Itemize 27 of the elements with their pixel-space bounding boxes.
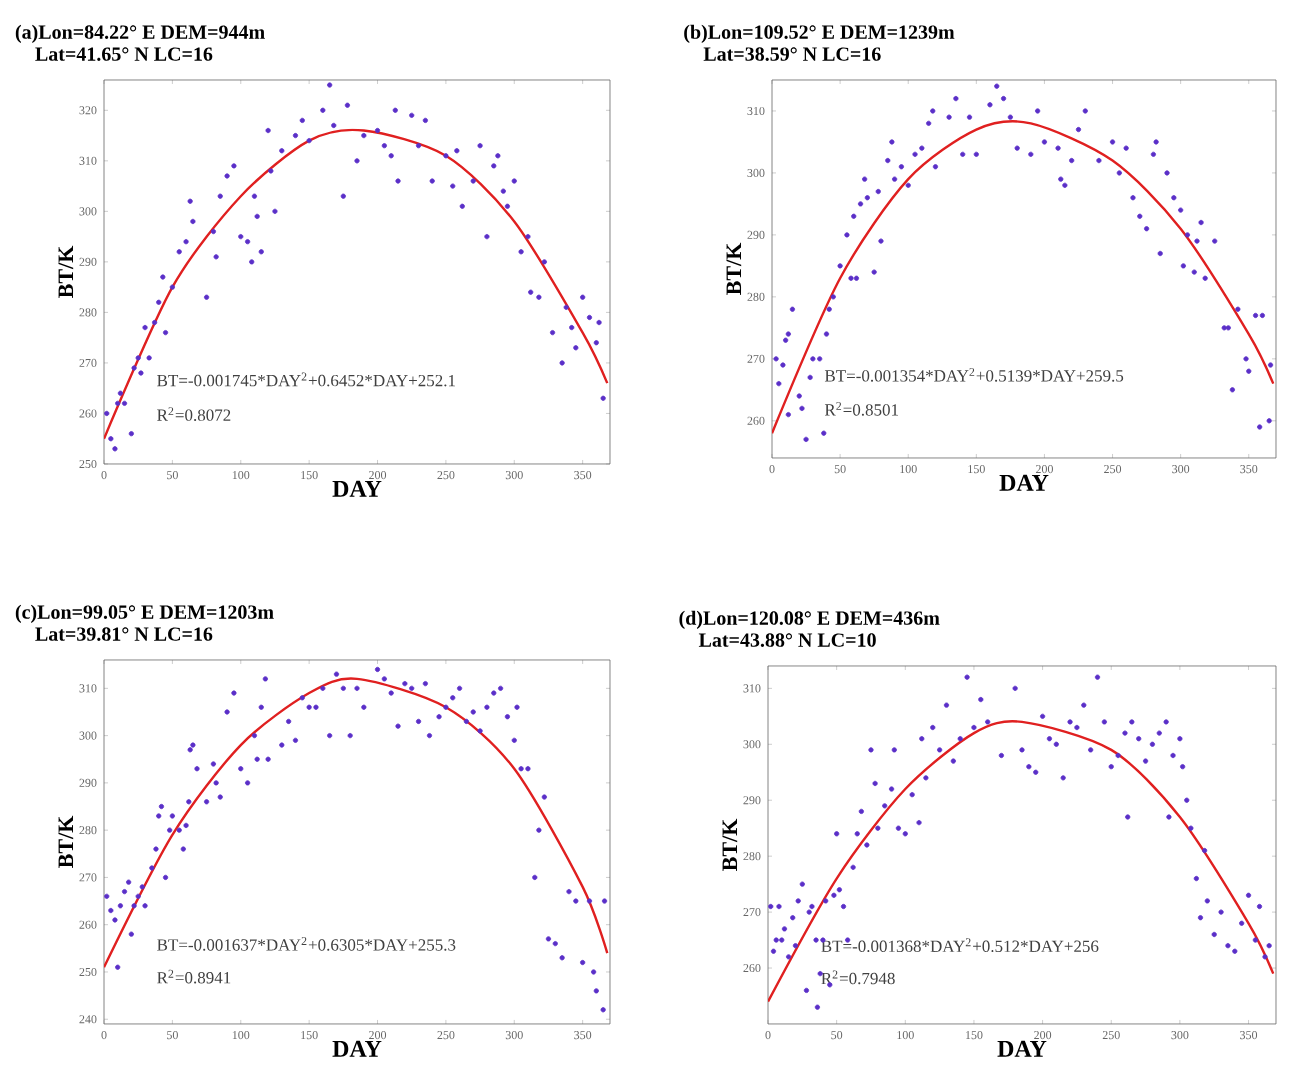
annotation: BT=-0.001354*DAY$^{2}$+0.5139*DAY+259.5 bbox=[824, 367, 1124, 382]
chart-subtitle: Lat=43.88° N LC=10 bbox=[698, 633, 876, 647]
y-axis-title: BT/K bbox=[58, 815, 74, 868]
x-axis-title: DAY bbox=[332, 480, 382, 497]
x-axis-title: DAY bbox=[997, 1040, 1047, 1057]
x-axis-title: DAY bbox=[332, 1040, 382, 1057]
line-series bbox=[104, 128, 609, 440]
annotation: R$^{2}$=0.8941 bbox=[157, 969, 231, 984]
x-axis-title: DAY bbox=[999, 474, 1049, 491]
y-axis-title: BT/K bbox=[58, 245, 74, 298]
chart-title: (c)Lon=99.05° E DEM=1203m bbox=[15, 604, 274, 623]
line-series bbox=[768, 720, 1275, 1003]
annotation: BT=-0.001368*DAY$^{2}$+0.512*DAY+256 bbox=[821, 938, 1099, 953]
chart-subtitle: Lat=41.65° N LC=16 bbox=[35, 47, 213, 61]
annotation: R$^{2}$=0.8501 bbox=[824, 401, 899, 416]
chart-subtitle: Lat=38.59° N LC=16 bbox=[703, 47, 881, 61]
y-axis-title: BT/K bbox=[726, 242, 742, 295]
annotation: BT=-0.001745*DAY$^{2}$+0.6452*DAY+252.1 bbox=[157, 372, 455, 387]
line-series bbox=[104, 677, 609, 969]
chart-title: (b)Lon=109.52° E DEM=1239m bbox=[684, 24, 955, 43]
annotation: R$^{2}$=0.8072 bbox=[157, 407, 231, 421]
annotation: R$^{2}$=0.7948 bbox=[821, 970, 895, 985]
chart-subtitle: Lat=39.81° N LC=16 bbox=[35, 627, 213, 641]
chart-title: (d)Lon=120.08° E DEM=436m bbox=[679, 610, 940, 629]
chart-title: (a)Lon=84.22° E DEM=944m bbox=[15, 24, 265, 43]
annotation: BT=-0.001637*DAY$^{2}$+0.6305*DAY+255.3 bbox=[157, 937, 456, 951]
y-axis-title: BT/K bbox=[722, 818, 738, 871]
